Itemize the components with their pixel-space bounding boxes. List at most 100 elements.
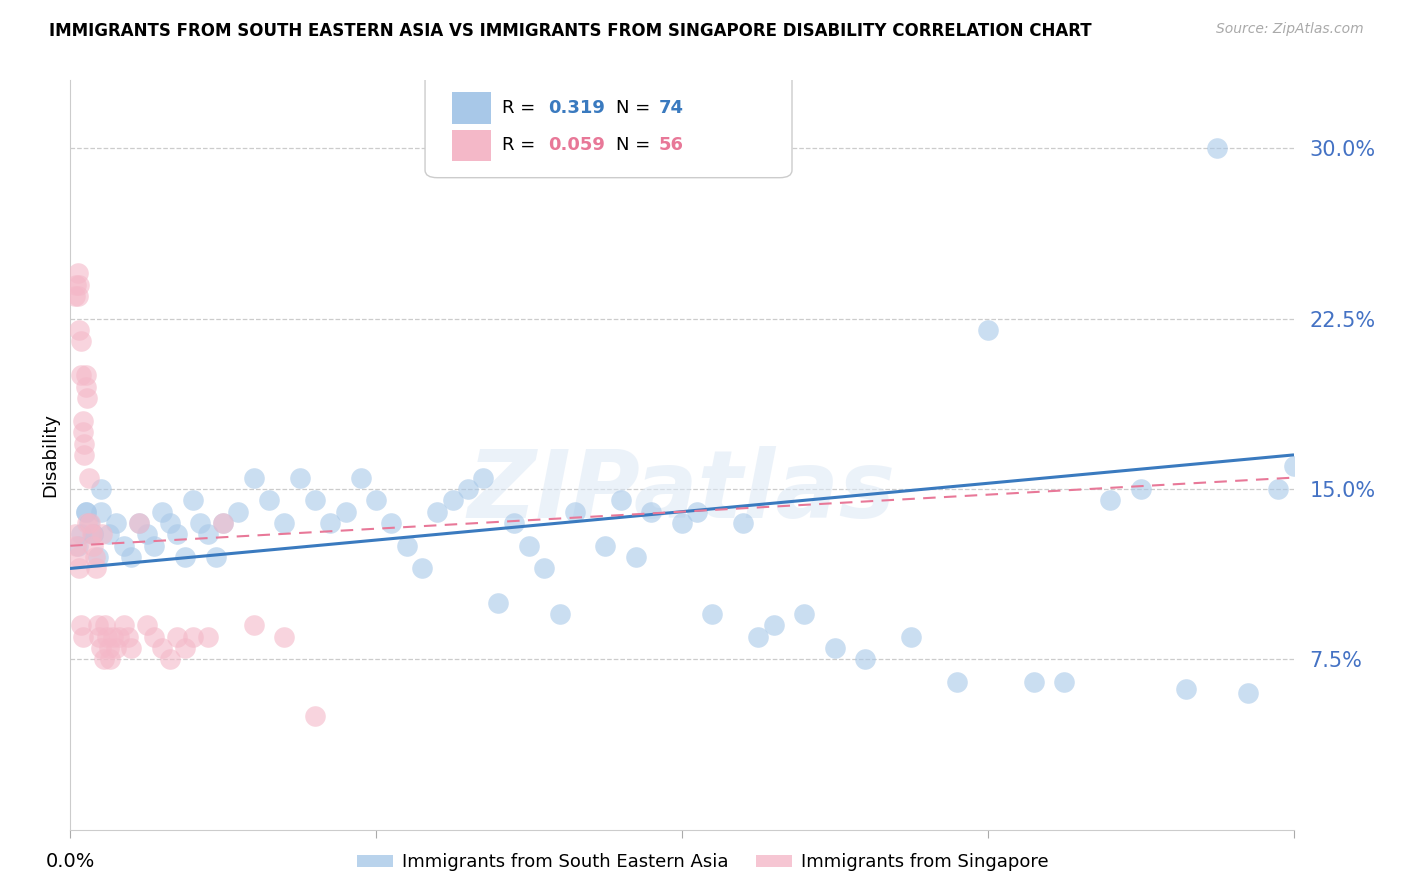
Point <box>671 516 693 530</box>
Point <box>595 539 617 553</box>
Point <box>273 516 295 530</box>
Point <box>793 607 815 621</box>
Point <box>70 334 93 349</box>
Point <box>69 277 91 292</box>
Point <box>121 640 143 655</box>
Point <box>66 550 89 565</box>
Text: ZIPatlas: ZIPatlas <box>468 446 896 539</box>
Point <box>702 607 724 621</box>
Point <box>89 630 111 644</box>
Point <box>80 527 103 541</box>
Point <box>212 516 235 530</box>
FancyBboxPatch shape <box>425 73 792 178</box>
Point <box>174 550 197 565</box>
Point <box>135 618 157 632</box>
Point <box>457 482 479 496</box>
Point <box>1236 686 1258 700</box>
Point <box>101 630 124 644</box>
Point <box>197 630 219 644</box>
Point <box>166 630 188 644</box>
Point <box>257 493 280 508</box>
Text: 0.0%: 0.0% <box>45 852 96 871</box>
Point <box>128 516 150 530</box>
Point <box>900 630 922 644</box>
Point <box>66 539 89 553</box>
Point <box>75 368 97 383</box>
Point <box>228 505 250 519</box>
Point <box>76 391 98 405</box>
Point <box>94 618 117 632</box>
Text: 0.319: 0.319 <box>548 99 606 117</box>
Point <box>472 470 495 484</box>
Point <box>304 493 326 508</box>
Point <box>395 539 418 553</box>
Point <box>65 277 87 292</box>
Point <box>121 550 143 565</box>
Point <box>1099 493 1122 508</box>
Bar <box>451 129 491 161</box>
Point <box>93 652 115 666</box>
Point <box>686 505 709 519</box>
Point <box>159 516 181 530</box>
Point <box>1175 681 1198 696</box>
Point <box>212 516 235 530</box>
Point <box>98 652 121 666</box>
Point <box>69 323 91 337</box>
Point <box>976 323 998 337</box>
Text: N =: N = <box>616 136 655 154</box>
Point <box>319 516 342 530</box>
Point <box>517 539 540 553</box>
Point <box>75 380 97 394</box>
Point <box>762 618 785 632</box>
Point <box>75 505 97 519</box>
Point <box>105 516 128 530</box>
Point <box>143 630 166 644</box>
Point <box>69 561 91 575</box>
Text: R =: R = <box>502 99 541 117</box>
Point <box>366 493 388 508</box>
Point <box>1282 459 1305 474</box>
Point <box>135 527 157 541</box>
Point <box>426 505 449 519</box>
Point <box>304 709 326 723</box>
Point <box>350 470 373 484</box>
Point <box>150 640 173 655</box>
Point <box>1129 482 1152 496</box>
Point <box>188 516 211 530</box>
Point <box>79 516 101 530</box>
Text: 0.059: 0.059 <box>548 136 606 154</box>
Point <box>1053 675 1076 690</box>
Point <box>73 436 96 450</box>
Point <box>108 630 131 644</box>
Point <box>1267 482 1289 496</box>
Point <box>90 482 112 496</box>
Point <box>1206 141 1229 155</box>
Point <box>166 527 188 541</box>
Point <box>610 493 633 508</box>
Point <box>70 527 93 541</box>
Point <box>243 618 266 632</box>
Point <box>72 630 94 644</box>
Point <box>75 505 97 519</box>
Point <box>72 425 94 440</box>
Y-axis label: Disability: Disability <box>41 413 59 497</box>
Text: 74: 74 <box>658 99 683 117</box>
Point <box>640 505 662 519</box>
Point <box>855 652 877 666</box>
Point <box>96 630 118 644</box>
Point <box>63 527 86 541</box>
Text: N =: N = <box>616 99 655 117</box>
Point <box>83 550 105 565</box>
Bar <box>451 92 491 124</box>
Point <box>90 505 112 519</box>
Point <box>624 550 647 565</box>
Point <box>411 561 433 575</box>
Point <box>946 675 969 690</box>
Point <box>105 640 128 655</box>
Point <box>733 516 755 530</box>
Point <box>533 561 555 575</box>
Point <box>87 618 110 632</box>
Point <box>150 505 173 519</box>
Point <box>82 527 104 541</box>
Text: 56: 56 <box>658 136 683 154</box>
